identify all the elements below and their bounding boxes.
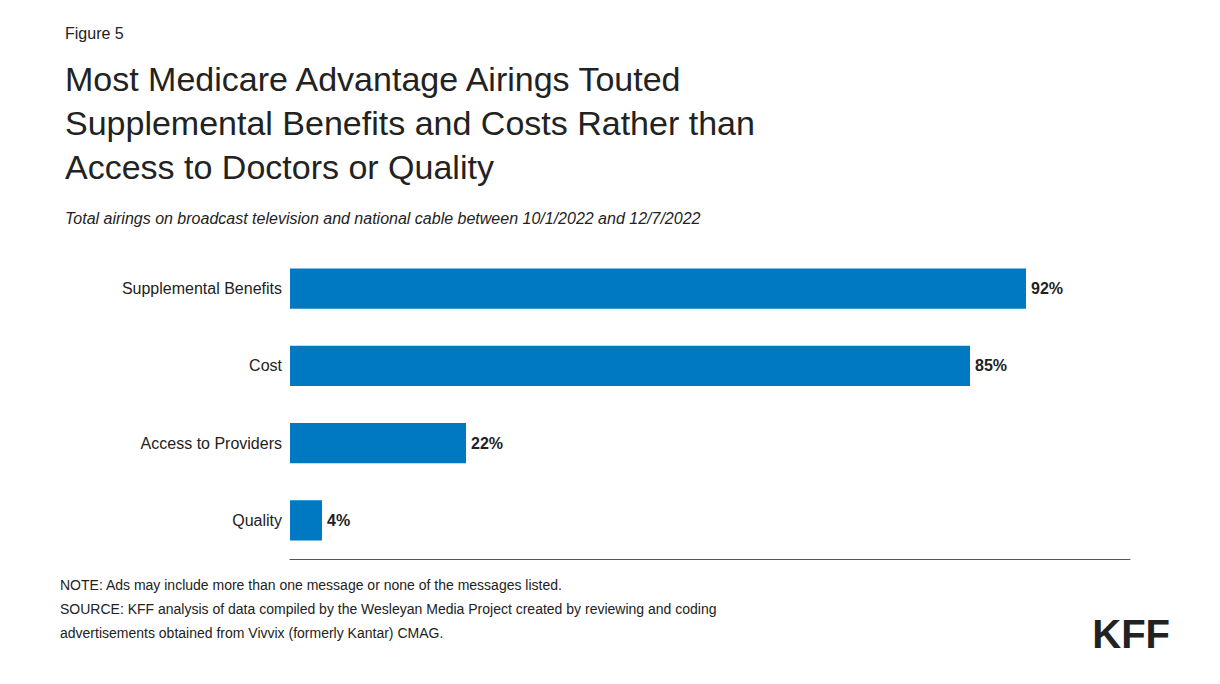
svg-text:Supplemental Benefits and Cost: Supplemental Benefits and Costs Rather t… [65,104,755,142]
svg-text:Quality: Quality [232,512,282,529]
svg-text:Supplemental Benefits: Supplemental Benefits [122,280,282,297]
svg-text:SOURCE: KFF analysis of data c: SOURCE: KFF analysis of data compiled by… [60,601,717,617]
svg-text:Total airings on broadcast tel: Total airings on broadcast television an… [65,210,701,227]
svg-text:Figure 5: Figure 5 [65,25,124,42]
svg-text:Access to Doctors or Quality: Access to Doctors or Quality [65,148,494,186]
svg-text:Cost: Cost [249,357,282,374]
svg-text:NOTE: Ads may include more tha: NOTE: Ads may include more than one mess… [60,577,562,593]
svg-text:advertisements obtained from V: advertisements obtained from Vivvix (for… [60,625,443,641]
svg-text:4%: 4% [327,512,350,529]
svg-text:92%: 92% [1031,280,1063,297]
svg-text:85%: 85% [975,357,1007,374]
svg-text:Access to Providers: Access to Providers [141,435,282,452]
svg-text:KFF: KFF [1092,612,1170,656]
svg-text:Most Medicare Advantage Airing: Most Medicare Advantage Airings Touted [65,60,681,98]
svg-text:22%: 22% [471,435,503,452]
